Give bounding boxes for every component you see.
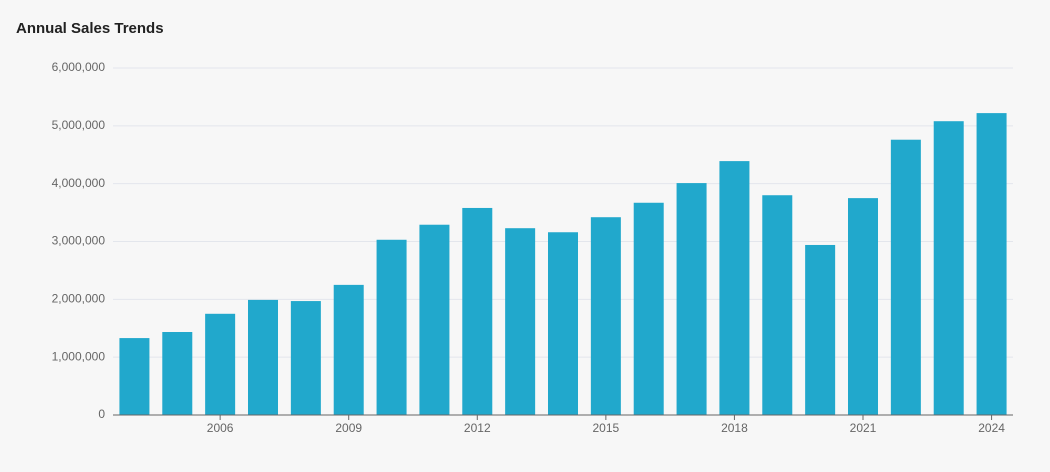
bar (976, 113, 1007, 416)
y-tick-label: 3,000,000 (52, 234, 106, 248)
bar (376, 239, 407, 415)
bar (719, 161, 750, 415)
y-tick-label: 4,000,000 (52, 176, 106, 190)
bar (933, 121, 964, 415)
bar (676, 183, 707, 415)
bar (333, 284, 364, 415)
bar (290, 301, 321, 415)
bar (162, 332, 193, 415)
y-tick-label: 6,000,000 (52, 60, 106, 74)
y-tick-label: 0 (98, 407, 105, 421)
chart-title: Annual Sales Trends (16, 20, 164, 37)
bar (548, 232, 578, 415)
x-tick-label: 2006 (207, 421, 234, 435)
x-tick-label: 2024 (978, 421, 1005, 435)
bar (590, 217, 621, 415)
bar (248, 299, 278, 415)
bar (462, 207, 493, 415)
x-tick-label: 2009 (335, 421, 362, 435)
bar (119, 338, 150, 415)
bar (762, 195, 793, 415)
bar (890, 139, 921, 416)
x-tick-label: 2012 (464, 421, 491, 435)
x-tick-label: 2018 (721, 421, 748, 435)
x-tick-label: 2021 (850, 421, 877, 435)
bar (505, 228, 536, 415)
bar (805, 244, 836, 415)
y-tick-label: 5,000,000 (52, 118, 106, 132)
bar (205, 313, 236, 415)
bar (419, 224, 450, 415)
x-tick-label: 2015 (593, 421, 620, 435)
y-tick-label: 2,000,000 (52, 292, 106, 306)
y-tick-label: 1,000,000 (52, 349, 106, 363)
bar (848, 198, 878, 415)
bar (633, 202, 664, 415)
